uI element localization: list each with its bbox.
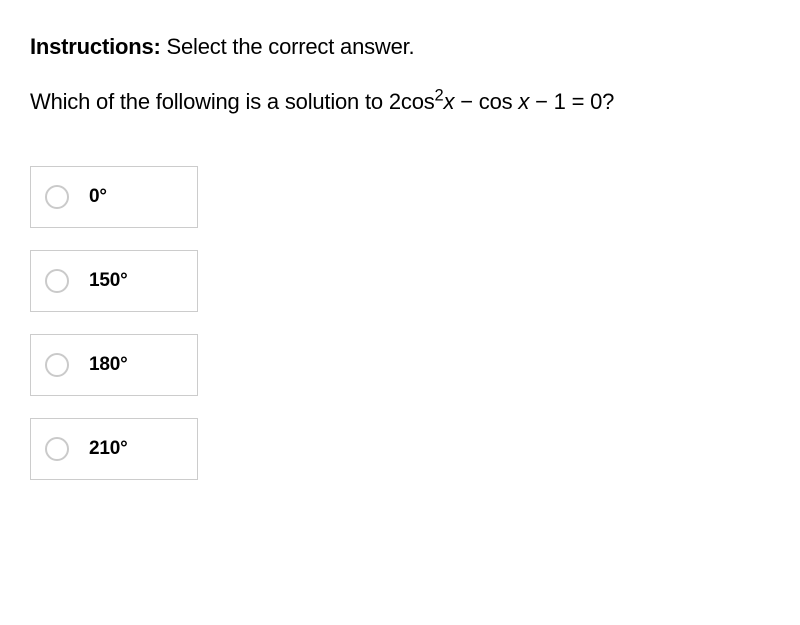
question-var2: x [518,89,529,114]
question-text: Which of the following is a solution to … [30,87,770,118]
question-var1: x [444,89,455,114]
radio-icon[interactable] [45,353,69,377]
option-label: 0° [89,186,107,208]
option-0[interactable]: 0° [30,166,198,228]
option-label: 210° [89,438,128,460]
radio-icon[interactable] [45,269,69,293]
question-superscript: 2 [435,86,444,104]
instructions-text: Select the correct answer. [167,34,415,59]
instructions: Instructions: Select the correct answer. [30,32,770,63]
instructions-label: Instructions: [30,34,161,59]
question-prefix: Which of the following is a solution to … [30,89,435,114]
option-label: 150° [89,270,128,292]
option-2[interactable]: 180° [30,334,198,396]
options-list: 0° 150° 180° 210° [30,166,770,480]
option-1[interactable]: 150° [30,250,198,312]
question-suffix: − 1 = 0? [529,89,614,114]
radio-icon[interactable] [45,437,69,461]
quiz-container: Instructions: Select the correct answer.… [0,0,800,512]
option-3[interactable]: 210° [30,418,198,480]
radio-icon[interactable] [45,185,69,209]
question-mid: − cos [454,89,518,114]
option-label: 180° [89,354,128,376]
